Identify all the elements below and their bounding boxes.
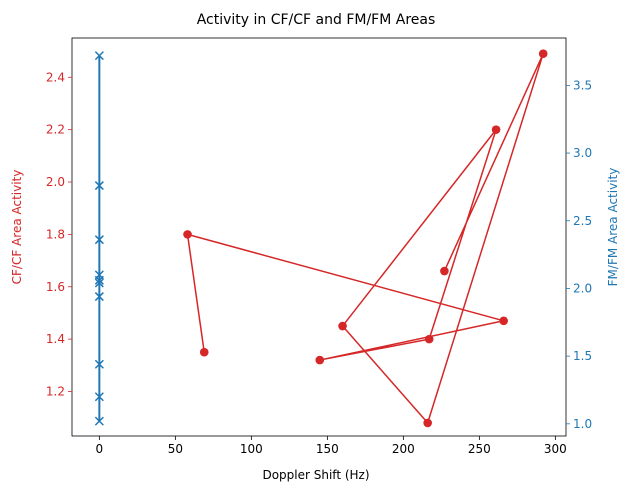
x-tick-label-0: 0 <box>96 442 104 456</box>
left-y-tick-label-1.6: 1.6 <box>46 280 65 294</box>
left-y-tick-label-2.2: 2.2 <box>46 123 65 137</box>
fm-series-group <box>94 51 104 426</box>
axes-group: 0 50 100 150 200 250 300 1.2 1.4 1.6 1.8 2.0 2.2 2.4 1… <box>46 37 592 456</box>
cf-series-group <box>183 49 548 428</box>
cf-data-point-9 <box>440 266 449 276</box>
cf-data-point-0 <box>199 347 209 357</box>
right-y-axis-label: FM/FM Area Activity <box>606 168 620 287</box>
fm-data-point-4 <box>94 275 104 285</box>
fm-data-point-2 <box>94 235 104 245</box>
cf-data-point-8 <box>538 49 548 59</box>
right-y-tick-label-1.5: 1.5 <box>573 349 592 363</box>
left-y-tick-label-1.4: 1.4 <box>46 332 65 346</box>
x-tick-label-150: 150 <box>316 442 339 456</box>
x-tick-label-250: 250 <box>468 442 491 456</box>
x-tick-label-300: 300 <box>544 442 567 456</box>
fm-data-point-7 <box>94 359 104 369</box>
cf-data-point-2 <box>499 316 508 326</box>
cf-data-point-5 <box>491 125 501 134</box>
cf-data-point-4 <box>424 334 434 344</box>
fm-data-point-9 <box>94 416 104 426</box>
plot-frame <box>71 37 567 437</box>
left-y-tick-label-1.2: 1.2 <box>46 384 65 398</box>
left-y-axis-label: CF/CF Area Activity <box>10 170 24 285</box>
x-axis-label: Doppler Shift (Hz) <box>262 468 369 482</box>
chart-title: Activity in CF/CF and FM/FM Areas <box>197 12 436 28</box>
cf-data-point-6 <box>338 321 347 331</box>
fm-data-point-8 <box>94 392 104 402</box>
left-y-tick-label-2.4: 2.4 <box>46 70 65 84</box>
cf-series-line <box>186 52 544 424</box>
right-y-tick-label-1.0: 1.0 <box>573 417 592 431</box>
x-tick-label-200: 200 <box>392 442 415 456</box>
cf-data-point-7 <box>423 418 432 428</box>
fm-data-point-0 <box>94 51 104 61</box>
x-tick-label-50: 50 <box>168 442 183 456</box>
x-tick-label-100: 100 <box>240 442 263 456</box>
cf-data-point-1 <box>183 230 192 239</box>
right-y-tick-label-2.5: 2.5 <box>573 214 592 228</box>
right-y-tick-label-3.5: 3.5 <box>573 78 592 92</box>
right-y-tick-label-2.0: 2.0 <box>573 281 592 295</box>
left-y-tick-label-1.8: 1.8 <box>46 227 65 241</box>
fm-data-point-6 <box>94 292 104 302</box>
right-y-tick-label-3.0: 3.0 <box>573 146 592 160</box>
cf-data-point-3 <box>315 355 325 365</box>
fm-data-point-5 <box>94 278 104 288</box>
fm-data-point-1 <box>94 181 104 191</box>
left-y-tick-label-2.0: 2.0 <box>46 175 65 189</box>
